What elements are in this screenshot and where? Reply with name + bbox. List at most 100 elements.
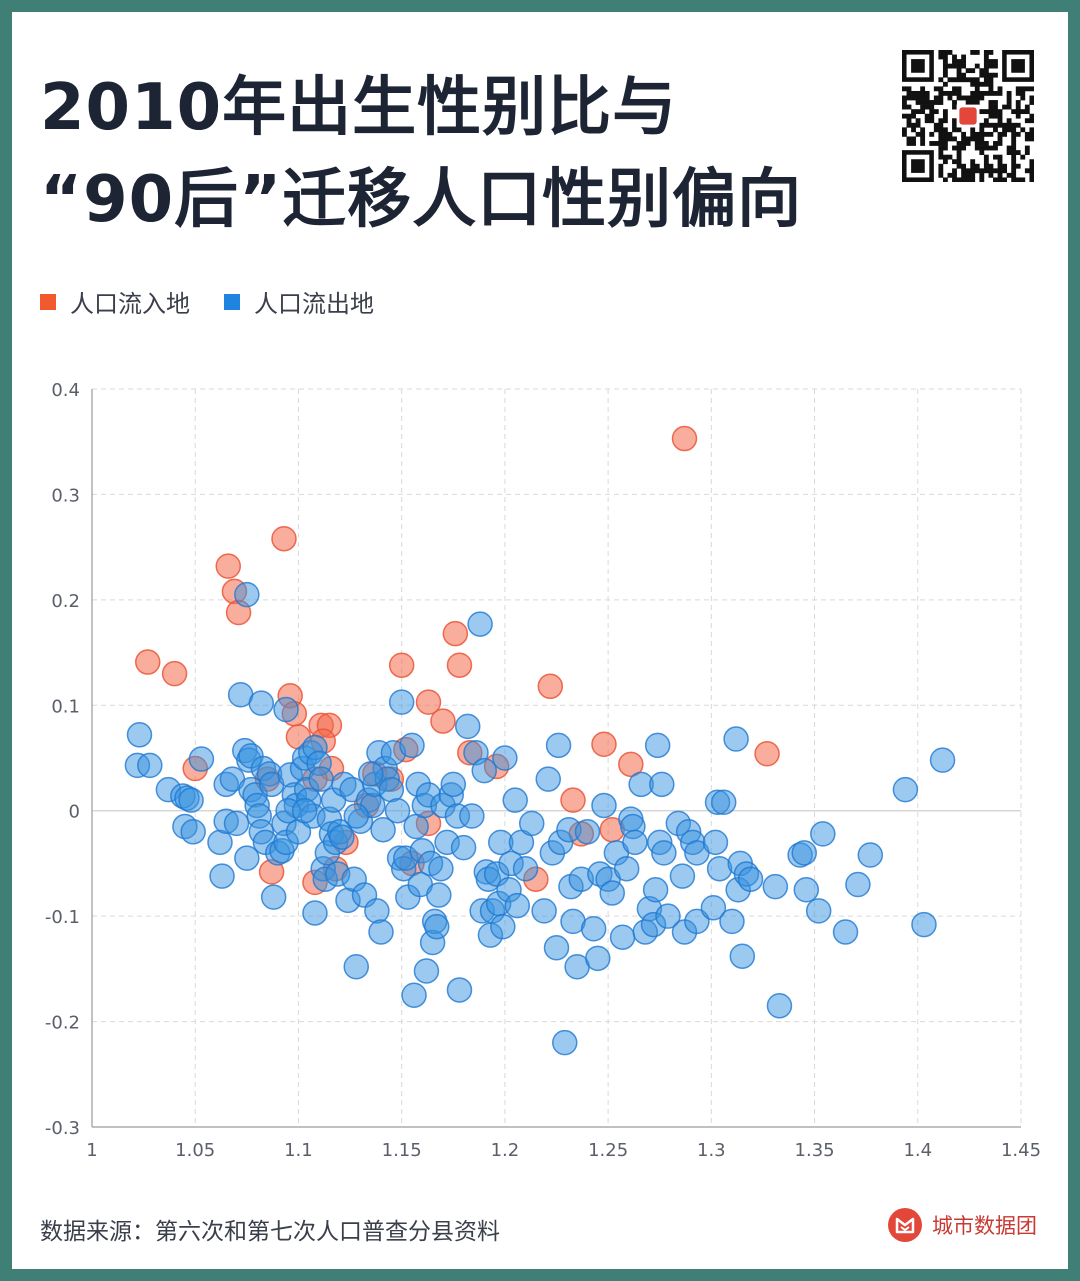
chart-legend: 人口流入地 人口流出地 xyxy=(40,284,408,319)
inflow-point xyxy=(271,525,297,552)
outflow-point xyxy=(428,855,454,882)
y-tick-label: 0.3 xyxy=(51,485,80,506)
outflow-point xyxy=(388,689,415,715)
x-tick-label: 1.3 xyxy=(697,1140,726,1161)
outflow-point xyxy=(329,824,355,850)
outflow-point xyxy=(426,882,452,908)
outflow-point xyxy=(343,803,369,829)
legend-swatch-inflow xyxy=(40,293,56,310)
outflow-point xyxy=(580,916,607,942)
outflow-point xyxy=(552,1029,578,1056)
x-tick-label: 1.05 xyxy=(175,1140,215,1161)
outflow-point xyxy=(291,797,318,824)
brand-signature: 城市数据团 xyxy=(888,1208,1037,1242)
outflow-point xyxy=(591,792,617,819)
outflow-point xyxy=(644,732,671,759)
outflow-point xyxy=(308,766,334,792)
outflow-point xyxy=(180,819,206,845)
outflow-point xyxy=(302,900,328,926)
outflow-point xyxy=(669,863,696,889)
outflow-point xyxy=(126,722,153,748)
x-tick-label: 1 xyxy=(86,1140,97,1161)
outflow-point xyxy=(401,982,427,1008)
outflow-point xyxy=(273,696,299,723)
inflow-point xyxy=(161,660,188,687)
y-tick-label: -0.3 xyxy=(45,1118,80,1139)
x-tick-label: 1.45 xyxy=(1001,1140,1041,1161)
outflow-point xyxy=(929,747,956,773)
outflow-point xyxy=(609,924,636,950)
outflow-point xyxy=(234,581,260,608)
outflow-point xyxy=(702,829,729,856)
inflow-point xyxy=(415,689,442,715)
inflow-point xyxy=(215,553,242,579)
legend-item-outflow: 人口流出地 xyxy=(224,284,374,319)
outflow-point xyxy=(492,745,518,771)
outflow-point xyxy=(585,945,611,972)
inflow-point xyxy=(560,787,586,813)
outflow-point xyxy=(737,866,764,892)
card-frame xyxy=(12,12,1068,1269)
outflow-point xyxy=(424,913,450,940)
outflow-point xyxy=(399,732,425,759)
outflow-point xyxy=(719,908,745,935)
outflow-point xyxy=(188,746,215,772)
outflow-point xyxy=(384,797,411,824)
outflow-point xyxy=(248,690,275,716)
outflow-point xyxy=(651,840,677,866)
outflow-point xyxy=(454,713,481,740)
outflow-point xyxy=(649,771,675,798)
outflow-point xyxy=(518,810,545,837)
inflow-point xyxy=(537,673,564,700)
title-line-1: 2010年出生性别比与 xyxy=(40,71,678,145)
outflow-point xyxy=(793,877,820,903)
y-tick-label: -0.1 xyxy=(45,907,80,928)
outflow-point xyxy=(490,913,516,940)
qr-code-icon xyxy=(902,50,1035,183)
data-source-note: 数据来源：第六次和第七次人口普查分县资料 xyxy=(40,1219,500,1245)
legend-swatch-outflow xyxy=(224,293,240,310)
outflow-point xyxy=(440,771,467,798)
inflow-point xyxy=(591,731,617,758)
outflow-point xyxy=(368,919,394,945)
inflow-point xyxy=(388,652,415,678)
outflow-point xyxy=(684,908,710,935)
title-line-2: “90后”迁移人口性别偏向 xyxy=(40,163,803,237)
x-tick-label: 1.15 xyxy=(382,1140,422,1161)
outflow-point xyxy=(845,871,871,898)
x-tick-label: 1.2 xyxy=(491,1140,520,1161)
legend-label-outflow: 人口流出地 xyxy=(254,290,374,318)
outflow-point xyxy=(209,863,235,889)
outflow-point xyxy=(762,873,789,900)
outflow-point xyxy=(729,943,756,969)
outflow-point xyxy=(364,898,390,924)
outflow-point xyxy=(471,757,497,784)
outflow-point xyxy=(370,816,396,843)
outflow-point xyxy=(260,884,287,910)
outflow-point xyxy=(207,829,233,856)
brand-name: 城市数据团 xyxy=(932,1214,1037,1238)
legend-item-inflow: 人口流入地 xyxy=(40,284,190,319)
outflow-point xyxy=(613,855,640,882)
inflow-point xyxy=(134,649,161,675)
brand-logo-icon xyxy=(888,1208,922,1242)
outflow-point xyxy=(857,842,884,868)
x-tick-label: 1.25 xyxy=(588,1140,628,1161)
y-tick-label: 0.1 xyxy=(51,696,80,717)
outflow-point xyxy=(543,935,570,961)
outflow-point xyxy=(766,993,793,1019)
inflow-point xyxy=(671,425,698,452)
outflow-point xyxy=(223,810,250,837)
y-tick-label: 0.2 xyxy=(51,591,80,612)
outflow-point xyxy=(810,821,836,847)
outflow-point xyxy=(450,834,477,861)
inflow-point xyxy=(430,708,456,734)
outflow-point xyxy=(178,787,204,813)
outflow-point xyxy=(791,840,817,866)
outflow-point xyxy=(805,898,832,924)
outflow-point xyxy=(911,911,937,938)
x-tick-label: 1.4 xyxy=(903,1140,932,1161)
outflow-point xyxy=(700,894,727,921)
outflow-point xyxy=(599,880,625,906)
outflow-point xyxy=(504,892,531,919)
